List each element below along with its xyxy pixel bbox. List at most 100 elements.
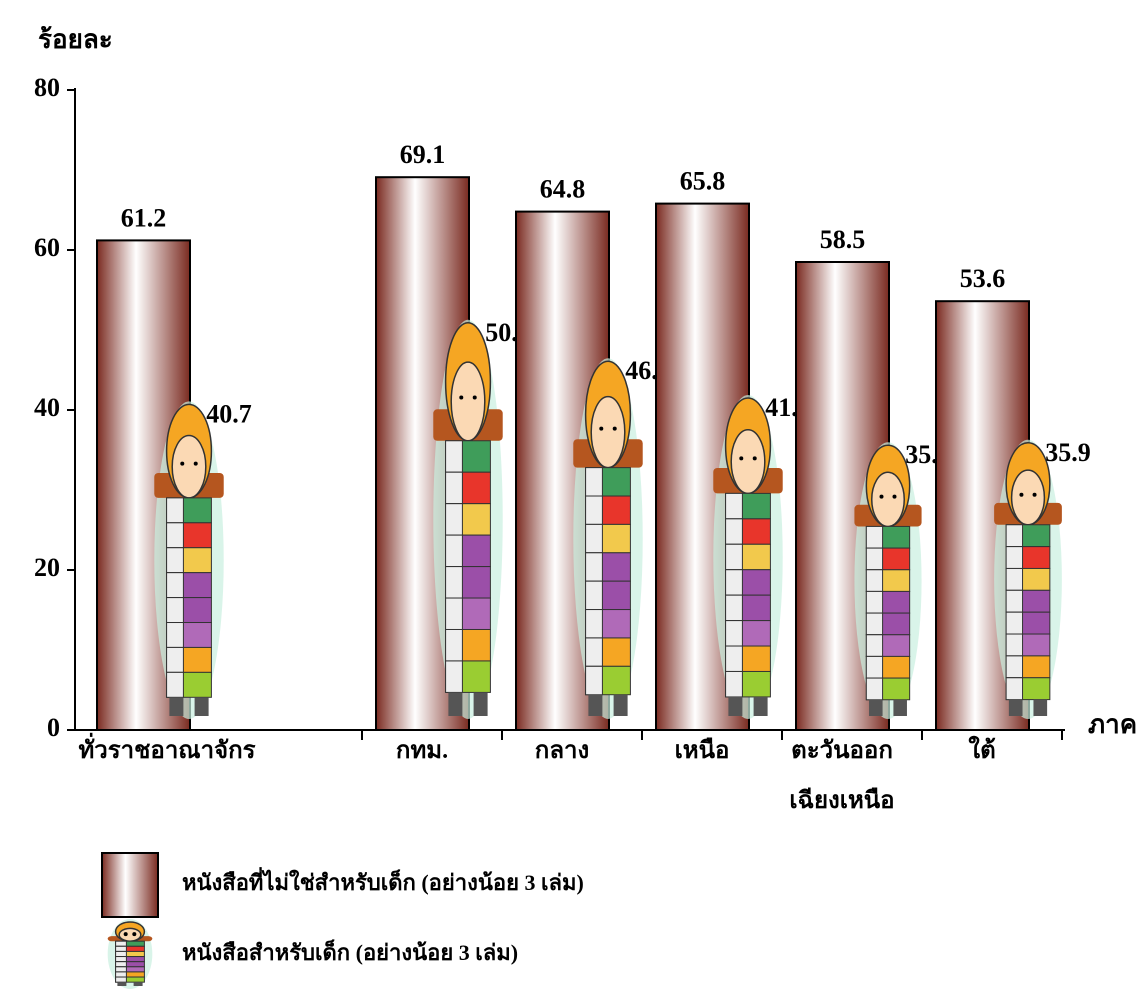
book-spine <box>115 950 127 958</box>
girl-leg <box>169 697 184 716</box>
girl-eye <box>739 456 744 461</box>
book-spine <box>865 677 884 701</box>
book-spine <box>445 534 463 568</box>
book-spine <box>115 976 127 983</box>
girl-eye <box>1032 492 1037 497</box>
book-spine <box>725 620 743 647</box>
book-spine <box>445 503 463 536</box>
book-spine <box>1005 633 1024 657</box>
book-spine <box>115 961 127 968</box>
book-spine <box>585 495 603 525</box>
value-label: 69.1 <box>400 140 446 169</box>
x-tick-label: เหนือ <box>674 738 730 764</box>
book-spine <box>725 569 743 596</box>
value-label: 35.9 <box>1045 438 1091 467</box>
girl-face <box>730 429 766 495</box>
girl-leg <box>194 697 209 716</box>
girl-leg <box>753 696 768 716</box>
y-tick-label: 40 <box>34 393 60 422</box>
girl-eye <box>879 494 884 499</box>
girl-eye <box>1019 492 1024 497</box>
legend-icon <box>107 919 153 989</box>
pictograph <box>154 401 224 719</box>
book-spine <box>445 628 463 662</box>
x-tick-label: ใต้ <box>968 738 996 764</box>
girl-eye <box>612 426 617 431</box>
book-spine <box>585 467 603 497</box>
y-axis-label: ร้อยละ <box>38 25 113 54</box>
book-spine <box>585 552 603 582</box>
girl-eye <box>892 494 897 499</box>
value-label: 40.7 <box>206 399 252 428</box>
book-spine <box>166 646 184 673</box>
book-spine <box>585 665 603 696</box>
value-label: 53.6 <box>960 264 1006 293</box>
book-spine <box>166 572 184 599</box>
girl-face <box>1010 469 1046 526</box>
girl-leg <box>613 694 628 716</box>
y-tick-label: 0 <box>47 713 60 742</box>
book-spine <box>115 956 127 963</box>
girl-leg <box>893 699 907 716</box>
book-spine <box>1005 546 1024 569</box>
book-spine <box>166 522 184 549</box>
x-tick-label: กทม. <box>395 738 449 764</box>
book-spine <box>115 940 127 947</box>
x-tick-label: ทั่วราชอาณาจักร <box>78 738 256 764</box>
girl-eye <box>180 461 185 466</box>
girl-face <box>590 395 626 469</box>
book-spine <box>725 518 743 545</box>
book-spine <box>166 547 184 574</box>
book-spine <box>865 612 884 636</box>
legend-swatch <box>101 852 159 918</box>
girl-eye <box>752 456 757 461</box>
book-spine <box>445 471 463 505</box>
value-label: 64.8 <box>540 175 586 204</box>
book-spine <box>725 645 743 672</box>
y-tick-label: 80 <box>34 73 60 102</box>
pictograph <box>713 395 783 719</box>
x-tick-label: ตะวันออก เฉียงเหนือ <box>789 738 895 814</box>
value-label: 65.8 <box>680 167 726 196</box>
pictograph <box>433 319 503 719</box>
girl-leg <box>133 982 143 986</box>
girl-leg <box>1008 699 1023 716</box>
girl-face <box>118 927 142 942</box>
legend-label: หนังสือสำหรับเด็ก (อย่างน้อย 3 เล่ม) <box>182 938 518 965</box>
girl-eye <box>123 932 128 937</box>
girl-eye <box>459 395 464 400</box>
legend-label: หนังสือที่ไม่ใช่สำหรับเด็ก (อย่างน้อย 3 … <box>182 866 584 895</box>
y-tick-label: 60 <box>34 233 60 262</box>
girl-leg <box>588 694 603 716</box>
pictograph <box>994 439 1062 719</box>
girl-leg <box>448 692 463 716</box>
y-tick-label: 20 <box>34 553 60 582</box>
girl-eye <box>132 932 137 937</box>
girl-eye <box>599 426 604 431</box>
book-spine <box>1005 524 1024 548</box>
book-spine <box>1005 611 1024 635</box>
book-spine <box>585 637 603 667</box>
book-spine <box>725 594 743 622</box>
book-spine <box>585 580 603 611</box>
girl-face <box>871 471 905 528</box>
book-spine <box>166 671 184 698</box>
value-label: 58.5 <box>820 225 866 254</box>
girl-face <box>171 434 207 499</box>
book-spine <box>445 566 463 599</box>
book-spine <box>725 543 743 571</box>
value-label: 61.2 <box>121 203 167 232</box>
girl-face <box>450 361 486 442</box>
book-spine <box>585 609 603 639</box>
x-tick-label: กลาง <box>534 738 590 764</box>
book-spine <box>166 622 184 648</box>
girl-leg <box>473 692 488 716</box>
book-spine <box>865 525 884 549</box>
book-spine <box>166 497 184 524</box>
girl-eye <box>472 395 477 400</box>
book-spine <box>115 971 127 978</box>
book-spine <box>1005 589 1024 613</box>
book-spine <box>585 523 603 554</box>
